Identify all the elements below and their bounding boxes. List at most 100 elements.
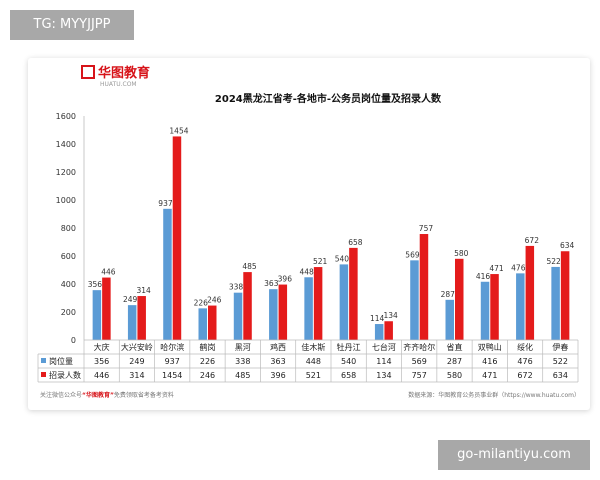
bar-hires [349, 247, 358, 340]
value-label: 522 [546, 257, 561, 266]
table-cell: 134 [376, 371, 391, 380]
y-tick-label: 600 [61, 252, 76, 261]
watermark-bottom: go-milantiyu.com [438, 440, 590, 470]
value-label: 658 [348, 238, 363, 247]
x-tick-label: 七台河 [372, 342, 396, 352]
value-label: 363 [264, 279, 279, 288]
x-tick-label: 大兴安岭 [121, 342, 153, 352]
bar-positions [551, 266, 560, 340]
x-tick-label: 大庆 [94, 342, 110, 352]
table-cell: 246 [200, 371, 215, 380]
x-tick-label: 牡丹江 [337, 342, 361, 352]
value-label: 356 [88, 280, 103, 289]
bar-positions [374, 324, 384, 340]
bar-positions [480, 281, 490, 340]
bar-positions [516, 273, 525, 340]
table-cell: 356 [94, 357, 109, 366]
value-label: 246 [207, 296, 222, 305]
y-tick-label: 200 [61, 308, 76, 317]
value-label: 476 [511, 263, 526, 272]
bar-positions [339, 264, 349, 340]
table-cell: 114 [376, 357, 391, 366]
value-label: 226 [194, 298, 209, 307]
value-label: 672 [525, 236, 540, 245]
bar-hires [455, 258, 464, 340]
table-cell: 471 [482, 371, 497, 380]
value-label: 416 [476, 272, 491, 281]
table-cell: 1454 [162, 371, 182, 380]
y-tick-label: 400 [61, 280, 76, 289]
x-tick-label: 双鸭山 [478, 342, 502, 352]
logo-brand: 华图教育 [98, 65, 150, 81]
x-tick-label: 佳木斯 [301, 342, 325, 352]
value-label: 1454 [169, 126, 188, 135]
legend-swatch [41, 372, 46, 377]
y-tick-label: 1400 [56, 140, 76, 149]
bar-hires [384, 321, 393, 340]
footer-left-suffix: 免费领取省考备考资料 [114, 391, 174, 399]
value-label: 634 [560, 241, 575, 250]
footer-right: 数据来源：华图教育公务员事业群（https://www.huatu.com） [408, 391, 580, 399]
footer-left-prefix: 关注微信公众号 [40, 391, 82, 399]
y-tick-label: 1000 [56, 196, 76, 205]
bar-hires [278, 284, 288, 340]
y-tick-label: 1200 [56, 168, 76, 177]
table-cell: 226 [200, 357, 215, 366]
value-label: 114 [370, 314, 385, 323]
bar-hires [172, 136, 182, 340]
y-tick-label: 1600 [56, 112, 76, 121]
value-label: 937 [158, 199, 173, 208]
value-label: 757 [419, 224, 434, 233]
chart: 华图教育 HUATU.COM 2024黑龙江省考-各地市-公务员岗位量及招录人数… [37, 65, 580, 399]
logo-mark [81, 65, 95, 79]
value-label: 580 [454, 249, 469, 258]
table-cell: 448 [306, 357, 321, 366]
chart-card: 华图教育 HUATU.COM 2024黑龙江省考-各地市-公务员岗位量及招录人数… [28, 58, 590, 410]
bar-positions [304, 277, 313, 340]
y-axis: 0 200 400 600 800 1000 1200 1400 1600 [56, 112, 85, 345]
value-label: 249 [123, 295, 138, 304]
x-tick-label: 绥化 [517, 342, 533, 352]
table-cell: 540 [341, 357, 356, 366]
table-cell: 476 [517, 357, 532, 366]
watermark-top: TG: MYYJJPP [10, 10, 134, 40]
table-cell: 485 [235, 371, 250, 380]
table-cell: 287 [447, 357, 462, 366]
x-tick-label: 省直 [447, 342, 463, 352]
table-cell: 522 [553, 357, 568, 366]
value-label: 314 [137, 286, 152, 295]
table-cell: 757 [412, 371, 427, 380]
legend-label: 招录人数 [49, 370, 81, 380]
bar-positions [233, 292, 243, 340]
bars [92, 136, 570, 340]
table-cell: 416 [482, 357, 497, 366]
value-label: 134 [384, 311, 399, 320]
value-label: 338 [229, 283, 244, 292]
footer-left: 关注微信公众号“华图教育”免费领取省考备考资料 [40, 391, 174, 399]
bar-hires [525, 245, 535, 340]
value-label: 287 [441, 290, 456, 299]
value-label: 446 [101, 268, 116, 277]
bar-positions [163, 208, 172, 340]
legend-swatch [41, 358, 46, 363]
bar-hires [243, 272, 252, 340]
table-cell: 396 [270, 371, 285, 380]
bar-hires [490, 274, 499, 340]
table-cell: 634 [553, 371, 568, 380]
value-label: 540 [335, 254, 350, 263]
x-tick-label: 黑河 [235, 342, 251, 352]
value-label: 471 [489, 264, 504, 273]
bar-positions [410, 260, 419, 340]
bar-positions [198, 308, 207, 340]
table-cell: 338 [235, 357, 250, 366]
logo: 华图教育 HUATU.COM [81, 65, 150, 88]
x-tick-label: 伊春 [552, 342, 568, 352]
footer-left-brand: “华图教育” [82, 391, 114, 399]
bar-positions [269, 289, 278, 340]
y-tick-label: 0 [71, 336, 76, 345]
x-tick-label: 鸡西 [270, 342, 286, 352]
bar-positions [127, 305, 137, 340]
table-cell: 937 [165, 357, 180, 366]
table-cell: 580 [447, 371, 462, 380]
